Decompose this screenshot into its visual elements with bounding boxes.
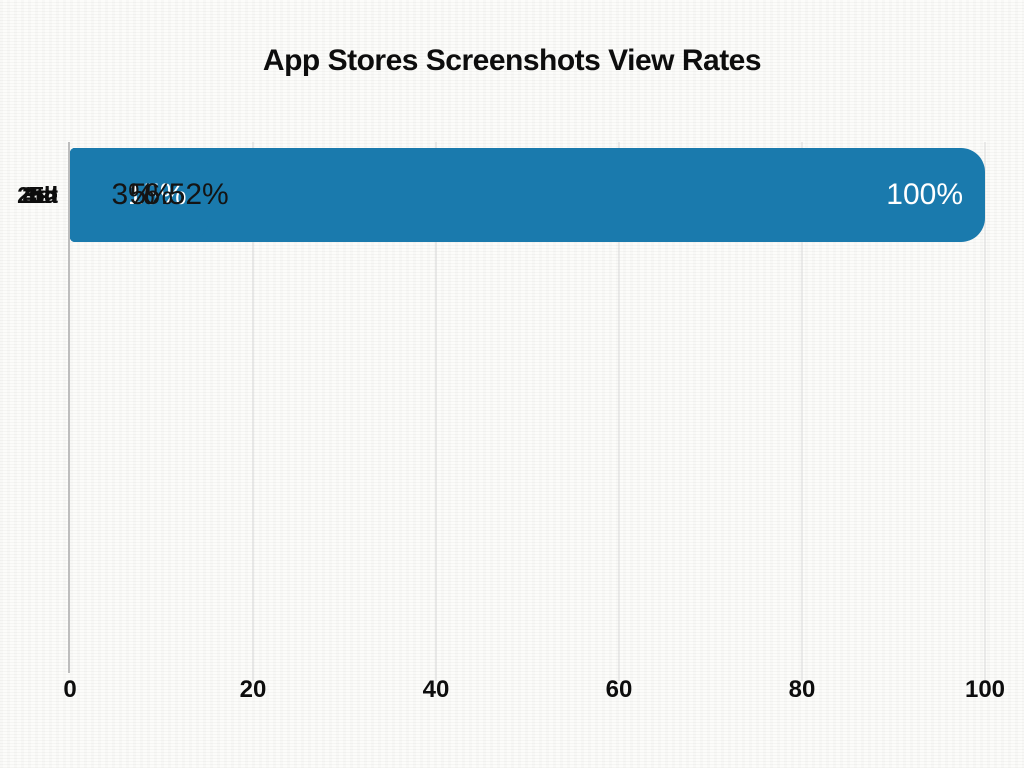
category-label: 5> bbox=[31, 181, 58, 208]
x-tick-label: 80 bbox=[788, 676, 816, 703]
bar-row-5plus: 5> 3% 3% bbox=[32, 142, 985, 248]
gridline bbox=[252, 142, 254, 681]
x-tick-label: 100 bbox=[964, 676, 1006, 703]
bar-row-1st: 1st 100% 100% bbox=[25, 142, 985, 248]
chart-title: App Stores Screenshots View Rates bbox=[262, 44, 762, 77]
y-axis-line bbox=[68, 142, 70, 673]
bar-5plus: 3% bbox=[70, 148, 98, 242]
category-label: 3rd bbox=[22, 181, 58, 208]
gridline bbox=[984, 142, 986, 681]
plot-area: 1st 100% 100% 2nd 15.15% 15.15% 3rd 6.52… bbox=[17, 142, 986, 681]
value-label-outside: 3% bbox=[111, 178, 155, 211]
bar-1st: 100% bbox=[70, 148, 985, 242]
x-tick-label: 40 bbox=[422, 676, 450, 703]
gridline bbox=[435, 142, 437, 681]
value-label-outside: 5% bbox=[129, 178, 174, 211]
category-label: 4th bbox=[23, 181, 59, 208]
value-label-inside: 100% bbox=[886, 178, 963, 211]
x-tick-label: 0 bbox=[63, 676, 77, 703]
value-label-outside: 6.52% bbox=[143, 178, 229, 211]
gridline bbox=[618, 142, 620, 681]
x-tick-label: 60 bbox=[605, 676, 633, 703]
x-axis: 0 20 40 60 80 100 bbox=[63, 676, 1005, 706]
category-label: 2nd bbox=[17, 181, 58, 208]
category-label: 1st bbox=[24, 181, 58, 208]
x-tick-label: 20 bbox=[239, 676, 267, 703]
gridline bbox=[801, 142, 803, 681]
